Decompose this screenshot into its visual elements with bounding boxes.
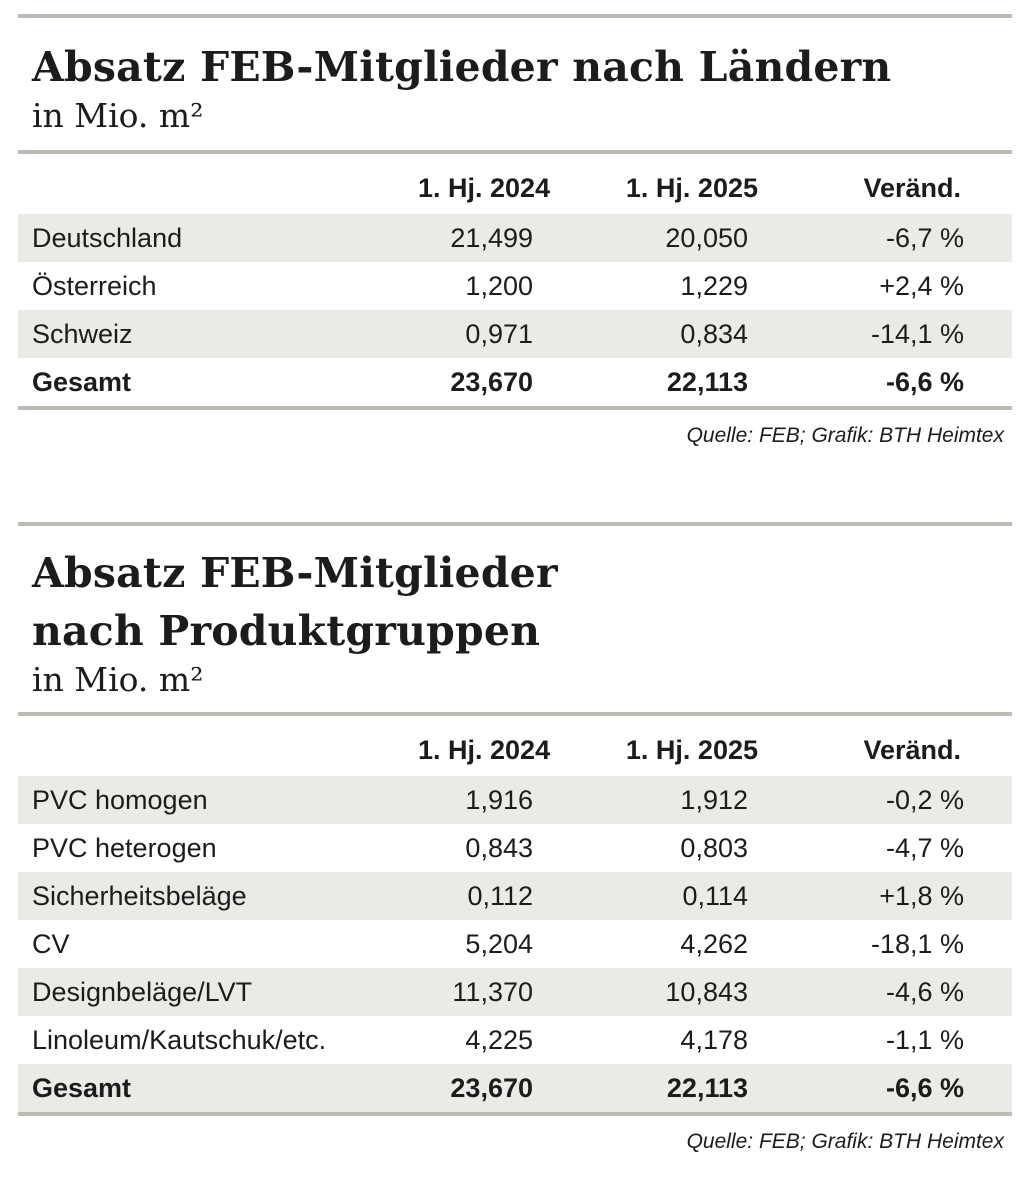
table-title: Absatz FEB-Mitglieder nach Ländern [32,43,892,91]
header-row: 1. Hj. 2024 1. Hj. 2025 Veränd. [18,716,1012,776]
value-2024: 1,916 [465,784,533,815]
value-change: -4,7 % [885,832,964,863]
value-2025: 4,262 [680,928,748,959]
header-cell-2025: 1. Hj. 2025 [625,172,758,203]
divider [18,14,1012,18]
divider [18,712,1012,716]
divider [18,522,1012,526]
divider [18,1112,1012,1116]
value-2025: 4,178 [680,1024,748,1055]
header-cell-2025: 1. Hj. 2025 [625,734,758,765]
value-2024: 1,200 [465,270,533,301]
value-2025: 20,050 [665,222,748,253]
value-2024: 4,225 [465,1024,533,1055]
value-change: -1,1 % [885,1024,964,1055]
row-label: PVC heterogen [32,832,217,863]
row-label: Schweiz [32,318,133,349]
value-change: -4,6 % [885,976,964,1007]
divider [18,406,1012,410]
table-title: Absatz FEB-Mitglieder [32,549,558,597]
value-2024: 23,670 [450,366,533,397]
row-label: Österreich [32,270,157,301]
table-unit: in Mio. m² [32,96,204,135]
value-2024: 0,843 [465,832,533,863]
table-row: Schweiz 0,971 0,834 -14,1 % [18,310,1012,358]
header-cell-2024: 1. Hj. 2024 [418,172,551,203]
total-row: Gesamt 23,670 22,113 -6,6 % [18,1064,1012,1112]
value-2025: 0,114 [682,880,748,911]
table-row: Linoleum/Kautschuk/etc. 4,225 4,178 -1,1… [18,1016,1012,1064]
divider [18,150,1012,154]
total-row: Gesamt 23,670 22,113 -6,6 % [18,358,1012,406]
value-change: -6,7 % [885,222,964,253]
value-2025: 0,803 [680,832,748,863]
table-row: Deutschland 21,499 20,050 -6,7 % [18,214,1012,262]
value-change: +2,4 % [879,270,964,301]
value-2025: 1,229 [680,270,748,301]
value-2024: 21,499 [450,222,533,253]
table-unit: in Mio. m² [32,660,204,699]
row-label: Sicherheitsbeläge [32,880,247,911]
row-label: Gesamt [32,1072,132,1103]
value-2024: 23,670 [450,1072,533,1103]
table-row: CV 5,204 4,262 -18,1 % [18,920,1012,968]
source-note: Quelle: FEB; Grafik: BTH Heimtex [686,424,1004,447]
table-by-country: Absatz FEB-Mitglieder nach Ländern in Mi… [18,14,1012,448]
row-label: Linoleum/Kautschuk/etc. [32,1024,327,1055]
value-2024: 11,370 [452,976,533,1007]
value-2024: 0,112 [467,880,533,911]
value-2024: 5,204 [465,928,533,959]
value-change: -0,2 % [885,784,964,815]
value-2025: 22,113 [666,1072,748,1103]
table-row: PVC homogen 1,916 1,912 -0,2 % [18,776,1012,824]
table-by-product-group: Absatz FEB-Mitglieder nach Produktgruppe… [18,522,1012,1154]
value-change: -18,1 % [870,928,964,959]
value-change: -14,1 % [870,318,964,349]
row-label: PVC homogen [32,784,208,815]
table-row: Österreich 1,200 1,229 +2,4 % [18,262,1012,310]
header-cell-change: Veränd. [863,172,961,203]
header-row: 1. Hj. 2024 1. Hj. 2025 Veränd. [18,154,1012,214]
table-row: Designbeläge/LVT 11,370 10,843 -4,6 % [18,968,1012,1016]
value-2025: 1,912 [680,784,748,815]
table-row: PVC heterogen 0,843 0,803 -4,7 % [18,824,1012,872]
table-row: Sicherheitsbeläge 0,112 0,114 +1,8 % [18,872,1012,920]
header-cell-2024: 1. Hj. 2024 [418,734,551,765]
value-2025: 22,113 [666,366,748,397]
table-title-line-2: nach Produktgruppen [32,607,541,655]
value-change: +1,8 % [879,880,964,911]
value-change: -6,6 % [885,1072,964,1103]
value-change: -6,6 % [885,366,964,397]
source-note: Quelle: FEB; Grafik: BTH Heimtex [686,1130,1004,1153]
header-cell-change: Veränd. [863,734,961,765]
row-label: Deutschland [32,222,183,253]
value-2025: 10,843 [665,976,748,1007]
value-2024: 0,971 [465,318,533,349]
row-label: Gesamt [32,366,132,397]
row-label: CV [32,928,70,959]
value-2025: 0,834 [680,318,748,349]
row-label: Designbeläge/LVT [32,976,253,1007]
